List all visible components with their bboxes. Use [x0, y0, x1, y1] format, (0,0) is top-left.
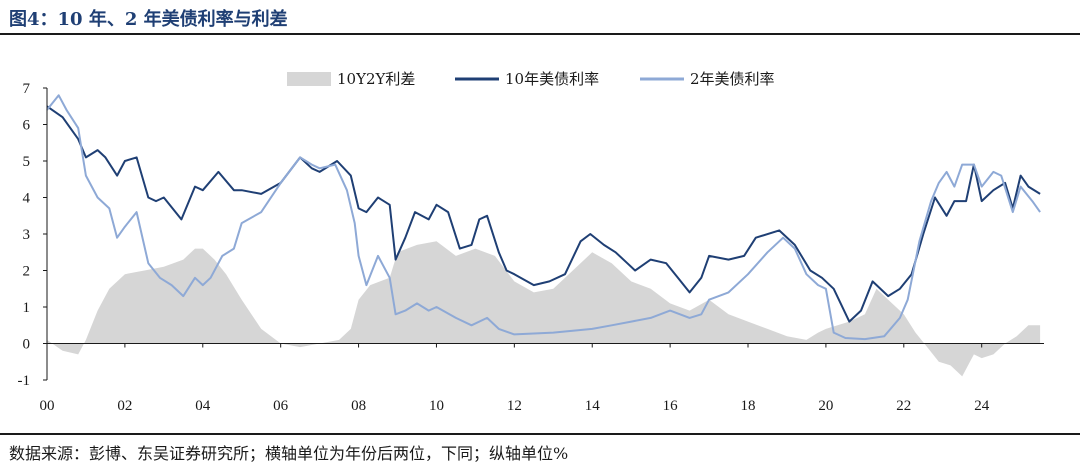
- series-line-10y: [46, 105, 1041, 323]
- figure-title: 图4：10 年、2 年美债利率与利差: [9, 9, 288, 30]
- x-tick-label: 04: [195, 398, 211, 414]
- y-tick-label: 5: [23, 154, 31, 170]
- legend-label: 10Y2Y利差: [337, 70, 415, 88]
- x-tick-label: 06: [273, 398, 289, 414]
- x-tick-label: 20: [818, 398, 833, 414]
- y-tick-label: 0: [23, 337, 31, 353]
- top-rule: [0, 33, 1080, 35]
- source-footnote: 数据来源：彭博、东吴证券研究所；横轴单位为年份后两位，下同；纵轴单位%: [9, 444, 569, 463]
- spread-area: [47, 241, 1041, 377]
- y-tick-label: 3: [23, 227, 31, 243]
- legend-label: 10年美债利率: [505, 70, 599, 88]
- legend: 10Y2Y利差 10年美债利率 2年美债利率: [287, 70, 775, 88]
- y-tick-label: 7: [23, 81, 31, 97]
- x-tick-label: 14: [585, 398, 601, 414]
- legend-label: 2年美债利率: [690, 70, 775, 88]
- x-tick-label: 16: [663, 398, 679, 414]
- x-tick-label: 10: [429, 398, 444, 414]
- y-tick-label: 2: [23, 264, 31, 280]
- x-tick-label: 08: [351, 398, 366, 414]
- x-tick-label: 12: [507, 398, 522, 414]
- legend-swatch-spread: [287, 72, 331, 86]
- series-line-layer: [46, 94, 1041, 341]
- x-tick-label: 02: [117, 398, 132, 414]
- x-tick-label: 24: [974, 398, 990, 414]
- y-tick-label: 1: [23, 300, 31, 316]
- y-tick-label: -1: [18, 373, 31, 389]
- spread-area-layer: [47, 241, 1041, 377]
- x-tick-label: 00: [40, 398, 55, 414]
- series-line-2y: [46, 94, 1041, 341]
- x-tick-label: 22: [896, 398, 911, 414]
- x-tick-label: 18: [741, 398, 756, 414]
- bottom-rule: [0, 433, 1080, 435]
- y-tick-label: 4: [23, 191, 31, 207]
- y-tick-label: 6: [23, 118, 31, 134]
